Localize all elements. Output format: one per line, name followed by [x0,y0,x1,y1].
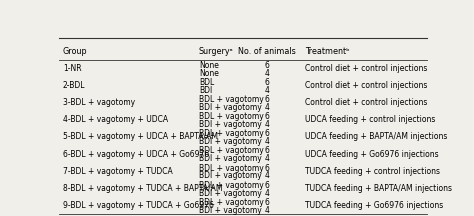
Text: None: None [199,61,219,70]
Text: 6: 6 [264,198,269,207]
Text: 7-BDL + vagotomy + TUDCA: 7-BDL + vagotomy + TUDCA [63,167,173,176]
Text: BDL + vagotomy: BDL + vagotomy [199,181,264,190]
Text: UDCA feeding + BAPTA/AM injections: UDCA feeding + BAPTA/AM injections [305,132,448,141]
Text: BDI + vagotomy: BDI + vagotomy [199,103,262,112]
Text: 4: 4 [264,69,269,78]
Text: Surgeryᵃ: Surgeryᵃ [199,47,234,56]
Text: BDI + vagotomy: BDI + vagotomy [199,154,262,163]
Text: BDI: BDI [199,86,212,95]
Text: 2-BDL: 2-BDL [63,81,85,90]
Text: BDL: BDL [199,78,214,87]
Text: 4: 4 [264,86,269,95]
Text: 6: 6 [264,146,269,156]
Text: 6: 6 [264,129,269,138]
Text: 5-BDL + vagotomy + UDCA + BAPTA/AM: 5-BDL + vagotomy + UDCA + BAPTA/AM [63,132,218,141]
Text: BDI + vagotomy: BDI + vagotomy [199,120,262,129]
Text: 3-BDL + vagotomy: 3-BDL + vagotomy [63,98,135,107]
Text: BDL + vagotomy: BDL + vagotomy [199,198,264,207]
Text: BDI + vagotomy: BDI + vagotomy [199,137,262,146]
Text: 4: 4 [264,120,269,129]
Text: 6: 6 [264,181,269,190]
Text: 6: 6 [264,112,269,121]
Text: BDI + vagotomy: BDI + vagotomy [199,206,262,215]
Text: 6: 6 [264,164,269,173]
Text: BDL + vagotomy: BDL + vagotomy [199,95,264,104]
Text: 6: 6 [264,95,269,104]
Text: TUDCA feeding + Go6976 injections: TUDCA feeding + Go6976 injections [305,201,444,210]
Text: 4: 4 [264,206,269,215]
Text: BDI + vagotomy: BDI + vagotomy [199,172,262,181]
Text: Control diet + control injections: Control diet + control injections [305,64,428,73]
Text: Group: Group [63,47,88,56]
Text: BDL + vagotomy: BDL + vagotomy [199,129,264,138]
Text: 4: 4 [264,154,269,163]
Text: 6-BDL + vagotomy + UDCA + Go6976: 6-BDL + vagotomy + UDCA + Go6976 [63,149,209,159]
Text: BDL + vagotomy: BDL + vagotomy [199,146,264,156]
Text: 4: 4 [264,137,269,146]
Text: 6: 6 [264,61,269,70]
Text: BDL + vagotomy: BDL + vagotomy [199,112,264,121]
Text: BDI + vagotomy: BDI + vagotomy [199,189,262,198]
Text: 4: 4 [264,103,269,112]
Text: 6: 6 [264,78,269,87]
Text: Control diet + control injections: Control diet + control injections [305,81,428,90]
Text: 9-BDL + vagotomy + TUDCA + Go6976: 9-BDL + vagotomy + TUDCA + Go6976 [63,201,214,210]
Text: 1-NR: 1-NR [63,64,82,73]
Text: No. of animals: No. of animals [238,47,296,56]
Text: BDL + vagotomy: BDL + vagotomy [199,164,264,173]
Text: UDCA feeding + control injections: UDCA feeding + control injections [305,115,436,124]
Text: 8-BDL + vagotomy + TUDCA + BAPTA/AM: 8-BDL + vagotomy + TUDCA + BAPTA/AM [63,184,222,193]
Text: 4: 4 [264,189,269,198]
Text: TUDCA feeding + control injections: TUDCA feeding + control injections [305,167,440,176]
Text: None: None [199,69,219,78]
Text: TUDCA feeding + BAPTA/AM injections: TUDCA feeding + BAPTA/AM injections [305,184,452,193]
Text: 4-BDL + vagotomy + UDCA: 4-BDL + vagotomy + UDCA [63,115,168,124]
Text: 4: 4 [264,172,269,181]
Text: Treatmentᵇ: Treatmentᵇ [305,47,350,56]
Text: UDCA feeding + Go6976 injections: UDCA feeding + Go6976 injections [305,149,439,159]
Text: Control diet + control injections: Control diet + control injections [305,98,428,107]
